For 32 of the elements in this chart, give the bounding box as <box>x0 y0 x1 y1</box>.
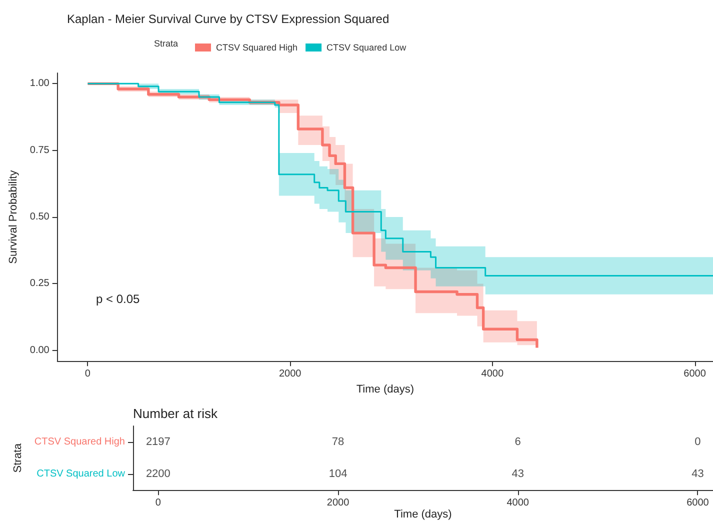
y-tick-label: 0.50 <box>30 212 50 223</box>
y-axis-title: Survival Probability <box>8 170 20 264</box>
data-label: 104 <box>328 468 348 480</box>
y-tick-label: 1.00 <box>30 78 50 90</box>
x-axis-title: Time (days) <box>394 508 452 520</box>
x-tick-label: 0 <box>84 368 91 380</box>
y-tick-label: 0.25 <box>30 278 50 290</box>
x-tick-label: 4000 <box>481 368 504 380</box>
x-axis-title: Time (days) <box>356 384 414 396</box>
x-tick-label: 6000 <box>684 368 706 380</box>
x-tick-label: 6000 <box>686 498 710 509</box>
data-label: 0 <box>694 436 701 448</box>
data-label: 6 <box>514 436 521 448</box>
y-tick-label: 0.75 <box>30 144 50 156</box>
chart-title: Kaplan - Meier Survival Curve by CTSV Expression Squared <box>67 12 390 26</box>
annotation: p < 0.05 <box>96 292 140 306</box>
data-label: 43 <box>692 468 704 480</box>
data-label: 43 <box>512 468 524 480</box>
legend-label: CTSV Squared Low <box>326 42 407 52</box>
x-tick-label: 4000 <box>506 498 530 509</box>
data-label: 2197 <box>146 436 170 448</box>
x-tick-label: 2000 <box>278 368 302 380</box>
y-tick-label: CTSV Squared High <box>34 436 125 448</box>
y-axis-title: Strata <box>12 442 24 473</box>
y-tick-label: 0.00 <box>30 344 50 356</box>
legend-label: CTSV Squared High <box>216 42 298 52</box>
x-tick-label: 2000 <box>326 498 350 509</box>
data-label: 78 <box>332 436 344 448</box>
legend-title: Strata <box>154 38 178 48</box>
x-tick-label: 0 <box>155 498 162 509</box>
data-label: 2200 <box>146 468 170 480</box>
chart-title: Number at risk <box>133 406 218 421</box>
